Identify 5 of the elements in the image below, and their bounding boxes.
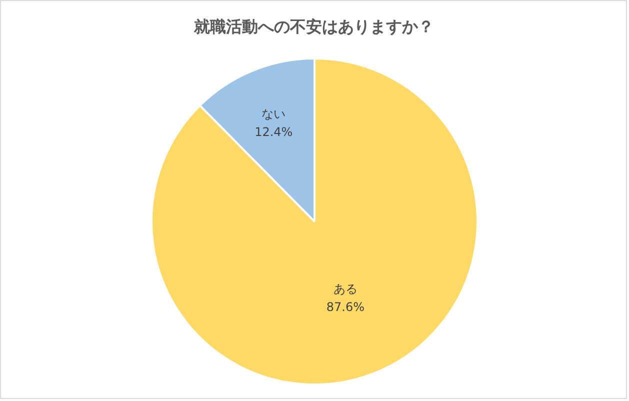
slice-label: ある <box>333 282 358 296</box>
slice-label: ない <box>262 106 286 121</box>
chart-title: 就職活動への不安はありますか？ <box>193 17 434 36</box>
data-label: 12.4% <box>254 124 293 139</box>
data-label: 87.6% <box>326 300 365 314</box>
